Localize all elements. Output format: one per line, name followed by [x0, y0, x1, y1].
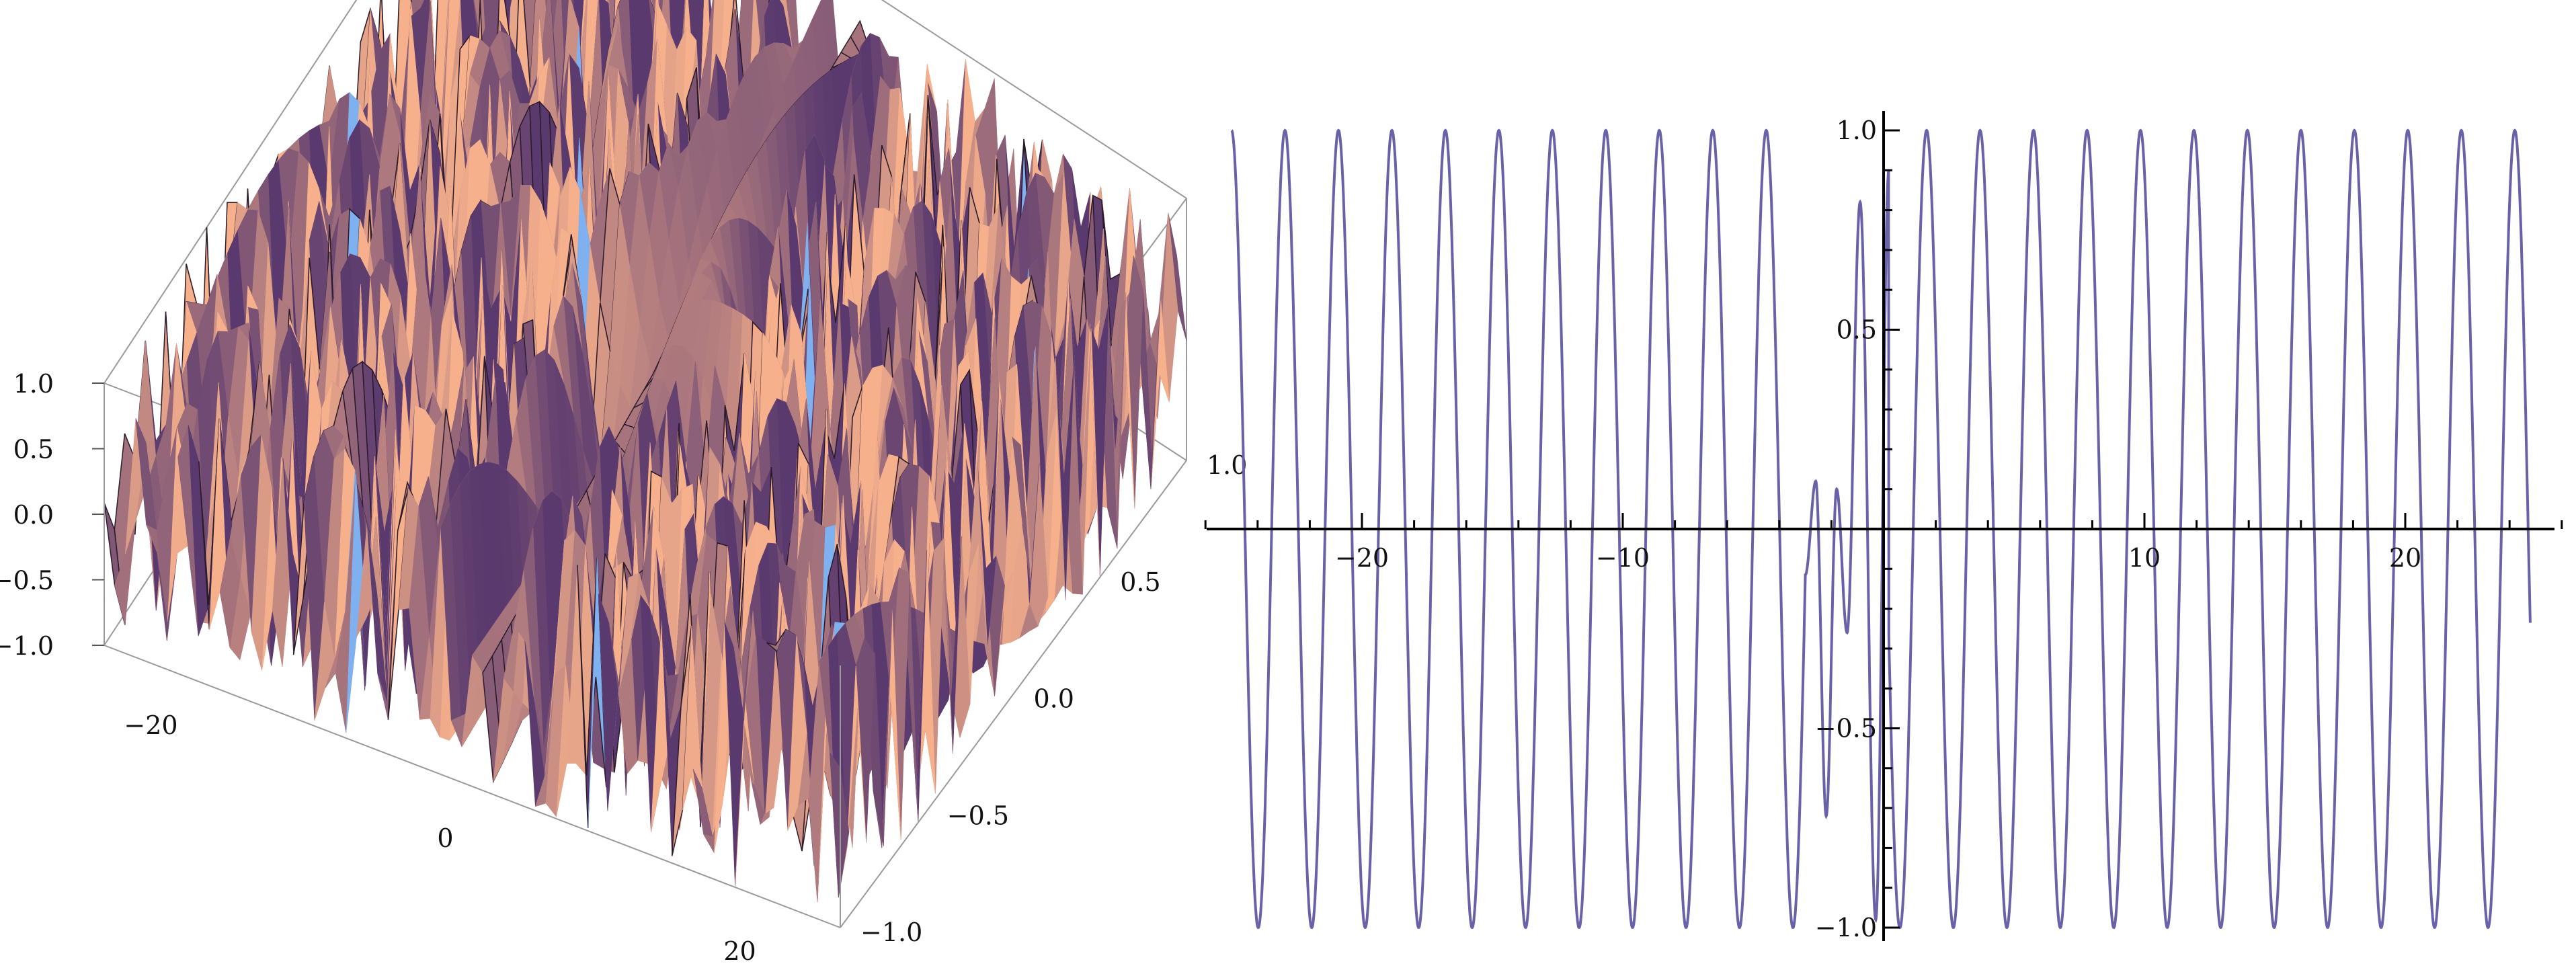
axis-tick-labels: −20 −10 10 20 −1.0 −0.5 0.5 1.0: [1335, 116, 2421, 942]
y-tick-label: −0.5: [1815, 714, 1877, 743]
y-tick-label: 0.5: [1120, 567, 1160, 597]
box-edge-front: [840, 460, 1187, 928]
x-tick-label: 0: [437, 823, 453, 853]
x-tick-label: 20: [723, 936, 756, 966]
surface-axis-labels: −1.0 −0.5 0.0 0.5 1.0 −20 0 20 −1.0 −0.5 0.0 0.5 1.0: [0, 369, 1247, 966]
line-plot: −20 −10 10 20 −1.0 −0.5 0.5 1.0: [1204, 111, 2563, 942]
z-tick-label: −0.5: [0, 566, 54, 596]
y-tick-label: 0.5: [1837, 315, 1877, 345]
y-tick-label: −1.0: [860, 918, 922, 947]
y-tick-label: 1.0: [1837, 116, 1877, 145]
series-line: [1230, 128, 2532, 929]
x-tick-label: −10: [1596, 543, 1650, 573]
z-tick-label: 0.0: [13, 500, 54, 530]
box-edge: [881, 0, 1187, 199]
box-edge: [104, 0, 358, 384]
z-tick-label: −1.0: [0, 631, 54, 661]
y-tick-label: −1.0: [1815, 913, 1877, 942]
x-tick-label: −20: [1335, 543, 1389, 573]
z-tick-label: 1.0: [13, 369, 54, 399]
y-tick-label: 0.0: [1034, 684, 1074, 714]
x-tick-label: 10: [2128, 543, 2161, 573]
y-tick-label: −0.5: [947, 801, 1009, 830]
z-tick-label: 0.5: [13, 435, 54, 464]
box-edge-front: [104, 645, 841, 928]
x-tick-label: −20: [124, 711, 177, 740]
surface-plot: −1.0 −0.5 0.0 0.5 1.0 −20 0 20 −1.0 −0.5 0.0 0.5 1.0: [0, 0, 1247, 966]
x-tick-label: 20: [2389, 543, 2421, 573]
surface-mesh: [104, 0, 1187, 903]
axis-ticks: [1204, 129, 2563, 929]
y-tick-label: 1.0: [1207, 450, 1247, 480]
surface-patch: [830, 752, 850, 898]
